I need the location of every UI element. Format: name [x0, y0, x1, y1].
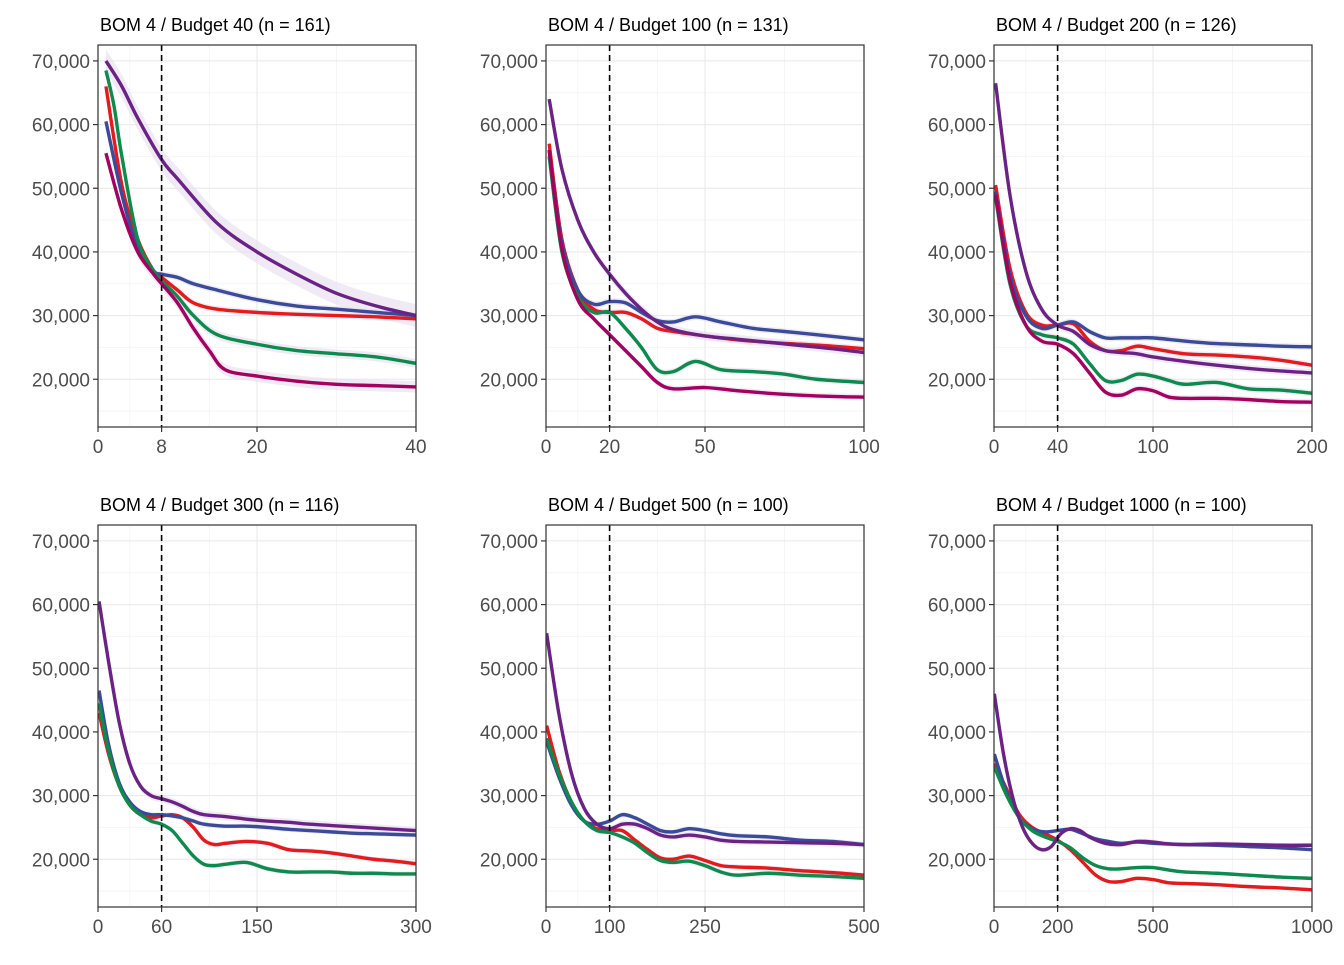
x-tick-label: 0: [93, 917, 104, 938]
x-tick-label: 0: [93, 437, 104, 458]
panel-2: 20,000 30,000 40,000 50,000 60,000 70,000 0 20 5…: [480, 15, 880, 458]
panel-title: BOM 4 / Budget 40 (n = 161): [100, 15, 331, 35]
y-tick-label: 40,000: [480, 723, 538, 744]
y-tick-label: 30,000: [928, 787, 986, 808]
panel-title: BOM 4 / Budget 300 (n = 116): [100, 495, 339, 515]
y-tick-label: 30,000: [480, 787, 538, 808]
y-tick-label: 30,000: [32, 787, 90, 808]
y-tick-label: 30,000: [928, 307, 986, 328]
x-tick-label: 0: [541, 917, 552, 938]
y-tick-label: 50,000: [32, 179, 90, 200]
y-tick-label: 40,000: [480, 243, 538, 264]
panel-title: BOM 4 / Budget 200 (n = 126): [996, 15, 1237, 35]
panel-6: 20,000 30,000 40,000 50,000 60,000 70,000 0 200…: [928, 495, 1333, 938]
y-tick-label: 60,000: [32, 116, 90, 137]
series-group: [547, 94, 864, 401]
y-tick-label: 30,000: [32, 307, 90, 328]
y-tick-label: 40,000: [32, 243, 90, 264]
y-tick-label: 20,000: [32, 850, 90, 871]
series-line-3: [994, 766, 1312, 881]
y-tick-label: 70,000: [928, 532, 986, 553]
x-tick-label: 500: [848, 917, 880, 938]
series-group: [994, 691, 1312, 892]
x-tick-label: 100: [1137, 437, 1169, 458]
y-tick-label: 30,000: [480, 307, 538, 328]
confidence-band-4: [995, 191, 1312, 406]
y-tick-label: 60,000: [928, 116, 986, 137]
series-line-3: [546, 737, 864, 881]
x-tick-label: 0: [989, 917, 1000, 938]
y-tick-label: 60,000: [480, 596, 538, 617]
x-tick-label: 60: [151, 917, 172, 938]
x-tick-label: 0: [541, 437, 552, 458]
x-tick-label: 150: [241, 917, 273, 938]
series-line-4: [546, 632, 864, 847]
x-tick-label: 1000: [1291, 917, 1333, 938]
y-tick-label: 20,000: [928, 850, 986, 871]
panel-5: 20,000 30,000 40,000 50,000 60,000 70,000 0 100…: [480, 495, 880, 938]
x-tick-label: 200: [1042, 917, 1074, 938]
panel-title: BOM 4 / Budget 100 (n = 131): [548, 15, 789, 35]
series-line-4: [547, 149, 864, 399]
x-tick-label: 20: [599, 437, 620, 458]
x-tick-label: 250: [689, 917, 721, 938]
series-group: [98, 597, 416, 877]
series-line-5: [994, 82, 1312, 375]
y-tick-label: 60,000: [32, 596, 90, 617]
series-line-3: [98, 702, 416, 876]
y-tick-label: 40,000: [928, 723, 986, 744]
x-tick-label: 0: [989, 437, 1000, 458]
series-line-5: [104, 60, 416, 318]
y-tick-label: 50,000: [480, 659, 538, 680]
x-tick-label: 500: [1137, 917, 1169, 938]
series-line-4: [104, 152, 416, 389]
y-tick-label: 70,000: [928, 52, 986, 73]
y-tick-label: 40,000: [32, 723, 90, 744]
y-tick-label: 50,000: [928, 659, 986, 680]
y-tick-label: 70,000: [480, 532, 538, 553]
y-tick-label: 50,000: [480, 179, 538, 200]
series-line-3: [994, 197, 1312, 395]
series-group: [104, 49, 416, 393]
y-tick-label: 20,000: [480, 850, 538, 871]
series-line-4: [994, 693, 1312, 852]
y-tick-label: 20,000: [32, 370, 90, 391]
panel-title: BOM 4 / Budget 1000 (n = 100): [996, 495, 1247, 515]
y-tick-label: 20,000: [480, 370, 538, 391]
series-line-4: [994, 194, 1312, 404]
x-tick-label: 20: [246, 437, 267, 458]
series-line-3: [104, 70, 416, 366]
series-line-2: [994, 191, 1312, 349]
series-line-4: [98, 601, 416, 833]
x-tick-label: 40: [405, 437, 426, 458]
x-tick-label: 200: [1296, 437, 1328, 458]
y-tick-label: 40,000: [928, 243, 986, 264]
y-tick-label: 60,000: [480, 116, 538, 137]
x-tick-label: 8: [156, 437, 167, 458]
series-group: [546, 630, 864, 881]
y-tick-label: 70,000: [32, 52, 90, 73]
y-tick-label: 50,000: [32, 659, 90, 680]
panel-4: 20,000 30,000 40,000 50,000 60,000 70,000 0 60 1…: [32, 495, 432, 938]
y-tick-label: 60,000: [928, 596, 986, 617]
y-tick-label: 70,000: [32, 532, 90, 553]
panel-title: BOM 4 / Budget 500 (n = 100): [548, 495, 789, 515]
y-tick-label: 70,000: [480, 52, 538, 73]
x-tick-label: 40: [1047, 437, 1068, 458]
confidence-band-5: [105, 49, 416, 328]
panel-3: 20,000 30,000 40,000 50,000 60,000 70,000 0 40 1…: [928, 15, 1328, 458]
series-line-5: [547, 98, 864, 355]
series-line-2: [98, 690, 416, 837]
x-tick-label: 100: [594, 917, 626, 938]
series-group: [994, 79, 1312, 406]
x-tick-label: 50: [694, 437, 715, 458]
y-tick-label: 20,000: [928, 370, 986, 391]
y-tick-label: 50,000: [928, 179, 986, 200]
x-tick-label: 100: [848, 437, 880, 458]
panel-1: 20,000 30,000 40,000 50,000 60,000 70,000 0 8 20…: [32, 15, 427, 458]
x-tick-label: 300: [400, 917, 432, 938]
